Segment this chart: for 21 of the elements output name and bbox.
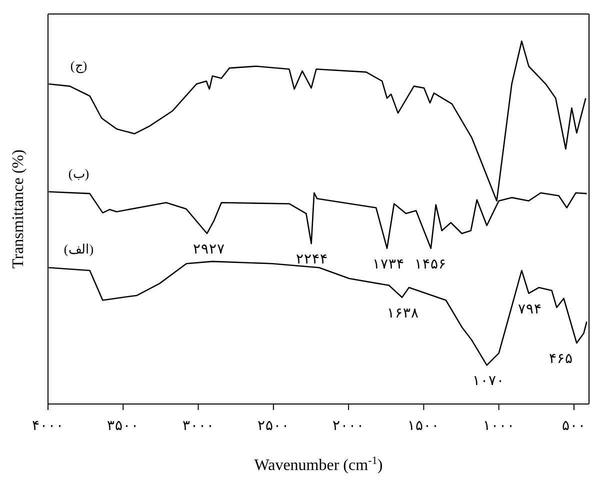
annotation: ۱۰۷۰ <box>472 374 504 390</box>
x-tick-label: ۴۰۰۰ <box>32 418 64 434</box>
x-tick-label: ۳۵۰۰ <box>107 418 140 434</box>
y-axis-title: Transmittance (%) <box>10 150 26 268</box>
x-tick-label: ۲۵۰۰ <box>257 418 290 434</box>
x-tick-label: ۱۵۰۰ <box>408 418 440 434</box>
x-tick-label: ۱۰۰۰ <box>482 418 515 434</box>
x-tick-label: ۲۰۰۰ <box>332 418 365 434</box>
series-label: (ج) <box>70 58 88 74</box>
x-tick-label: ۳۰۰۰ <box>182 418 214 434</box>
annotation: ۷۹۴ <box>518 302 542 318</box>
annotation: ۱۶۳۸ <box>386 306 419 322</box>
series-label: (ب) <box>68 166 90 181</box>
x-axis-title: Wavenumber (cm$^{-1}$) <box>254 455 383 474</box>
x-tick-label: ۵۰۰ <box>562 418 586 434</box>
annotation: ۱۷۳۴ <box>372 257 405 272</box>
series-label: (الف) <box>64 242 94 257</box>
annotation: ۴۶۵ <box>549 352 574 368</box>
annotation: ۲۲۴۴ <box>296 252 328 268</box>
annotation: ۱۴۵۶ <box>414 257 446 272</box>
annotation: ۲۹۲۷ <box>193 242 226 258</box>
